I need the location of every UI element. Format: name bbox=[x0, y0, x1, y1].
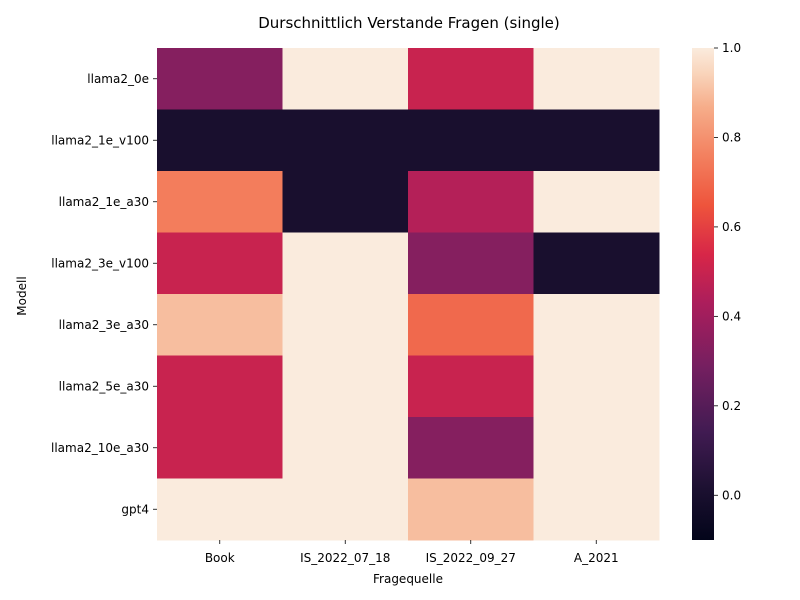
heatmap-cell bbox=[157, 355, 283, 418]
heatmap-cell bbox=[533, 171, 660, 233]
row-label: llama2_3e_a30 bbox=[59, 318, 149, 332]
heatmap-cell bbox=[282, 478, 409, 541]
colorbar-tick-label: 0.4 bbox=[722, 309, 741, 323]
heatmap-cell bbox=[282, 355, 409, 418]
heatmap-cell bbox=[533, 417, 660, 479]
y-axis-label: Modell bbox=[15, 276, 29, 315]
chart-title: Durschnittlich Verstande Fragen (single) bbox=[258, 14, 560, 32]
heatmap-cell bbox=[408, 478, 534, 541]
row-label: llama2_10e_a30 bbox=[51, 441, 149, 455]
heatmap-cell bbox=[157, 294, 283, 356]
heatmap-cell bbox=[408, 417, 534, 479]
heatmap-cell bbox=[408, 355, 534, 418]
heatmap-cell bbox=[282, 294, 409, 356]
heatmap-cell bbox=[157, 232, 283, 295]
colorbar-tick-label: 1.0 bbox=[722, 41, 741, 55]
colorbar-tick-label: 0.2 bbox=[722, 399, 741, 413]
heatmap-cell bbox=[533, 294, 660, 356]
column-label: IS_2022_07_18 bbox=[300, 551, 390, 565]
heatmap-cell bbox=[157, 109, 283, 172]
heatmap-cell bbox=[408, 294, 534, 356]
row-label: llama2_1e_v100 bbox=[51, 133, 149, 147]
column-labels: Book IS_2022_07_18 IS_2022_09_27 A_2021 bbox=[205, 540, 619, 565]
heatmap-cell bbox=[408, 48, 534, 110]
heatmap-cell bbox=[533, 232, 660, 295]
colorbar bbox=[692, 48, 714, 540]
column-label: Book bbox=[205, 551, 235, 565]
heatmap-cell bbox=[282, 232, 409, 295]
heatmap-cell bbox=[408, 232, 534, 295]
row-label: llama2_3e_v100 bbox=[51, 256, 149, 270]
row-labels: llama2_0e llama2_1e_v100 llama2_1e_a30llam… bbox=[51, 72, 157, 516]
x-axis-label: Fragequelle bbox=[373, 572, 443, 586]
heatmap-cell bbox=[282, 48, 409, 110]
column-label: IS_2022_09_27 bbox=[426, 551, 516, 565]
row-label: gpt4 bbox=[121, 502, 149, 516]
heatmap-cell bbox=[157, 171, 283, 233]
colorbar-tick-label: 0.6 bbox=[722, 220, 741, 234]
heatmap-cell bbox=[533, 478, 660, 541]
column-label: A_2021 bbox=[574, 551, 619, 565]
heatmap-cell bbox=[157, 417, 283, 479]
heatmap-cell bbox=[533, 48, 660, 110]
heatmap-cells bbox=[157, 48, 660, 541]
heatmap-cell bbox=[533, 355, 660, 418]
heatmap-cell bbox=[282, 171, 409, 233]
row-label: llama2_0e bbox=[87, 72, 149, 86]
heatmap-cell bbox=[157, 48, 283, 110]
heatmap-cell bbox=[408, 109, 534, 172]
colorbar-tick-label: 0.8 bbox=[722, 130, 741, 144]
row-label: llama2_5e_a30 bbox=[59, 379, 149, 393]
heatmap-cell bbox=[408, 171, 534, 233]
heatmap-cell bbox=[282, 109, 409, 172]
heatmap-cell bbox=[282, 417, 409, 479]
heatmap-cell bbox=[157, 478, 283, 541]
colorbar-ticks: 0.0 0.2 0.4 0.6 0.8 1.0 bbox=[714, 41, 741, 502]
colorbar-tick-label: 0.0 bbox=[722, 488, 741, 502]
heatmap-cell bbox=[533, 109, 660, 172]
row-label: llama2_1e_a30 bbox=[59, 195, 149, 209]
